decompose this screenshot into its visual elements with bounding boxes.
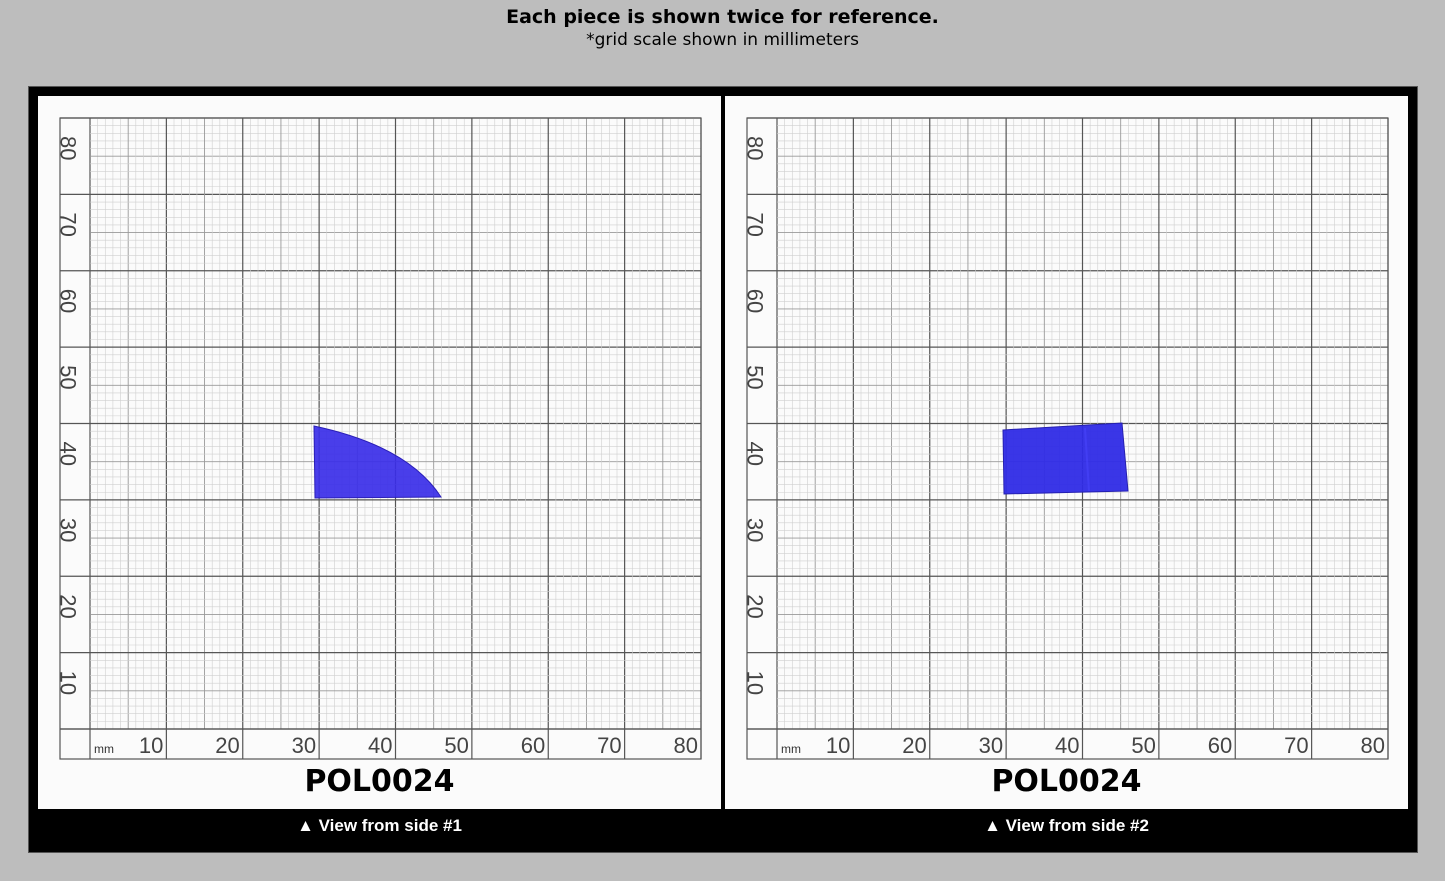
x-axis-label: 50	[1131, 733, 1155, 758]
x-axis-label: 80	[674, 733, 698, 758]
x-axis-label: 40	[368, 733, 392, 758]
page-title: Each piece is shown twice for reference.	[506, 6, 939, 28]
y-axis-label: 30	[56, 518, 81, 542]
x-axis-label: 30	[979, 733, 1003, 758]
piece-code-label: POL0024	[304, 764, 455, 799]
x-axis-label: 60	[1208, 733, 1232, 758]
y-axis-label: 50	[56, 365, 81, 389]
photo-panel-side-2: mm 10 20 30 40 50 60 70 80 80 70 60 50 40 30 20 10 POL00…	[725, 96, 1408, 809]
x-axis-label: 60	[521, 733, 545, 758]
y-axis-label: 40	[56, 442, 81, 466]
photo-frame: mm 10 20 30 40 50 60 70 80 80 70 60 50 40 30 20 10 POL00…	[28, 86, 1418, 853]
grid-paper-1: mm 10 20 30 40 50 60 70 80 80 70 60 50 40 30 20 10	[56, 117, 702, 760]
grid-paper-2: mm 10 20 30 40 50 60 70 80 80 70 60 50 40 30 20 10	[743, 117, 1389, 760]
y-axis-label: 70	[56, 212, 81, 236]
x-axis-label: 70	[1284, 733, 1308, 758]
x-axis-label: 20	[902, 733, 926, 758]
y-axis-label: 50	[743, 365, 768, 389]
unit-label: mm	[94, 742, 114, 756]
caption-side-2: ▲ View from side #2	[984, 816, 1149, 835]
y-axis-label: 80	[56, 136, 81, 160]
x-axis-label: 30	[292, 733, 316, 758]
y-axis-label: 20	[743, 594, 768, 618]
x-axis-label: 70	[597, 733, 621, 758]
y-axis-label: 30	[743, 518, 768, 542]
y-axis-label: 60	[56, 289, 81, 313]
x-axis-label: 10	[139, 733, 163, 758]
unit-label: mm	[781, 742, 801, 756]
photo-panel-side-1: mm 10 20 30 40 50 60 70 80 80 70 60 50 40 30 20 10 POL00…	[38, 96, 721, 809]
page-subtitle: *grid scale shown in millimeters	[586, 30, 859, 50]
header: Each piece is shown twice for reference.…	[0, 4, 1445, 50]
y-axis-label: 10	[743, 671, 768, 695]
y-axis-label: 70	[743, 212, 768, 236]
glass-piece-wedge	[313, 425, 442, 499]
piece-code-label: POL0024	[991, 764, 1142, 799]
glass-highlight	[1084, 427, 1090, 492]
caption-side-1: ▲ View from side #1	[297, 816, 462, 835]
y-axis-label: 40	[743, 442, 768, 466]
x-axis-label: 20	[215, 733, 239, 758]
y-axis-label: 20	[56, 594, 81, 618]
x-axis-label: 50	[444, 733, 468, 758]
x-axis-label: 10	[826, 733, 850, 758]
x-axis-label: 80	[1361, 733, 1385, 758]
y-axis-label: 10	[56, 671, 81, 695]
y-axis-label: 80	[743, 136, 768, 160]
y-axis-label: 60	[743, 289, 768, 313]
glass-piece-trapezoid	[1002, 422, 1129, 495]
x-axis-label: 40	[1055, 733, 1079, 758]
